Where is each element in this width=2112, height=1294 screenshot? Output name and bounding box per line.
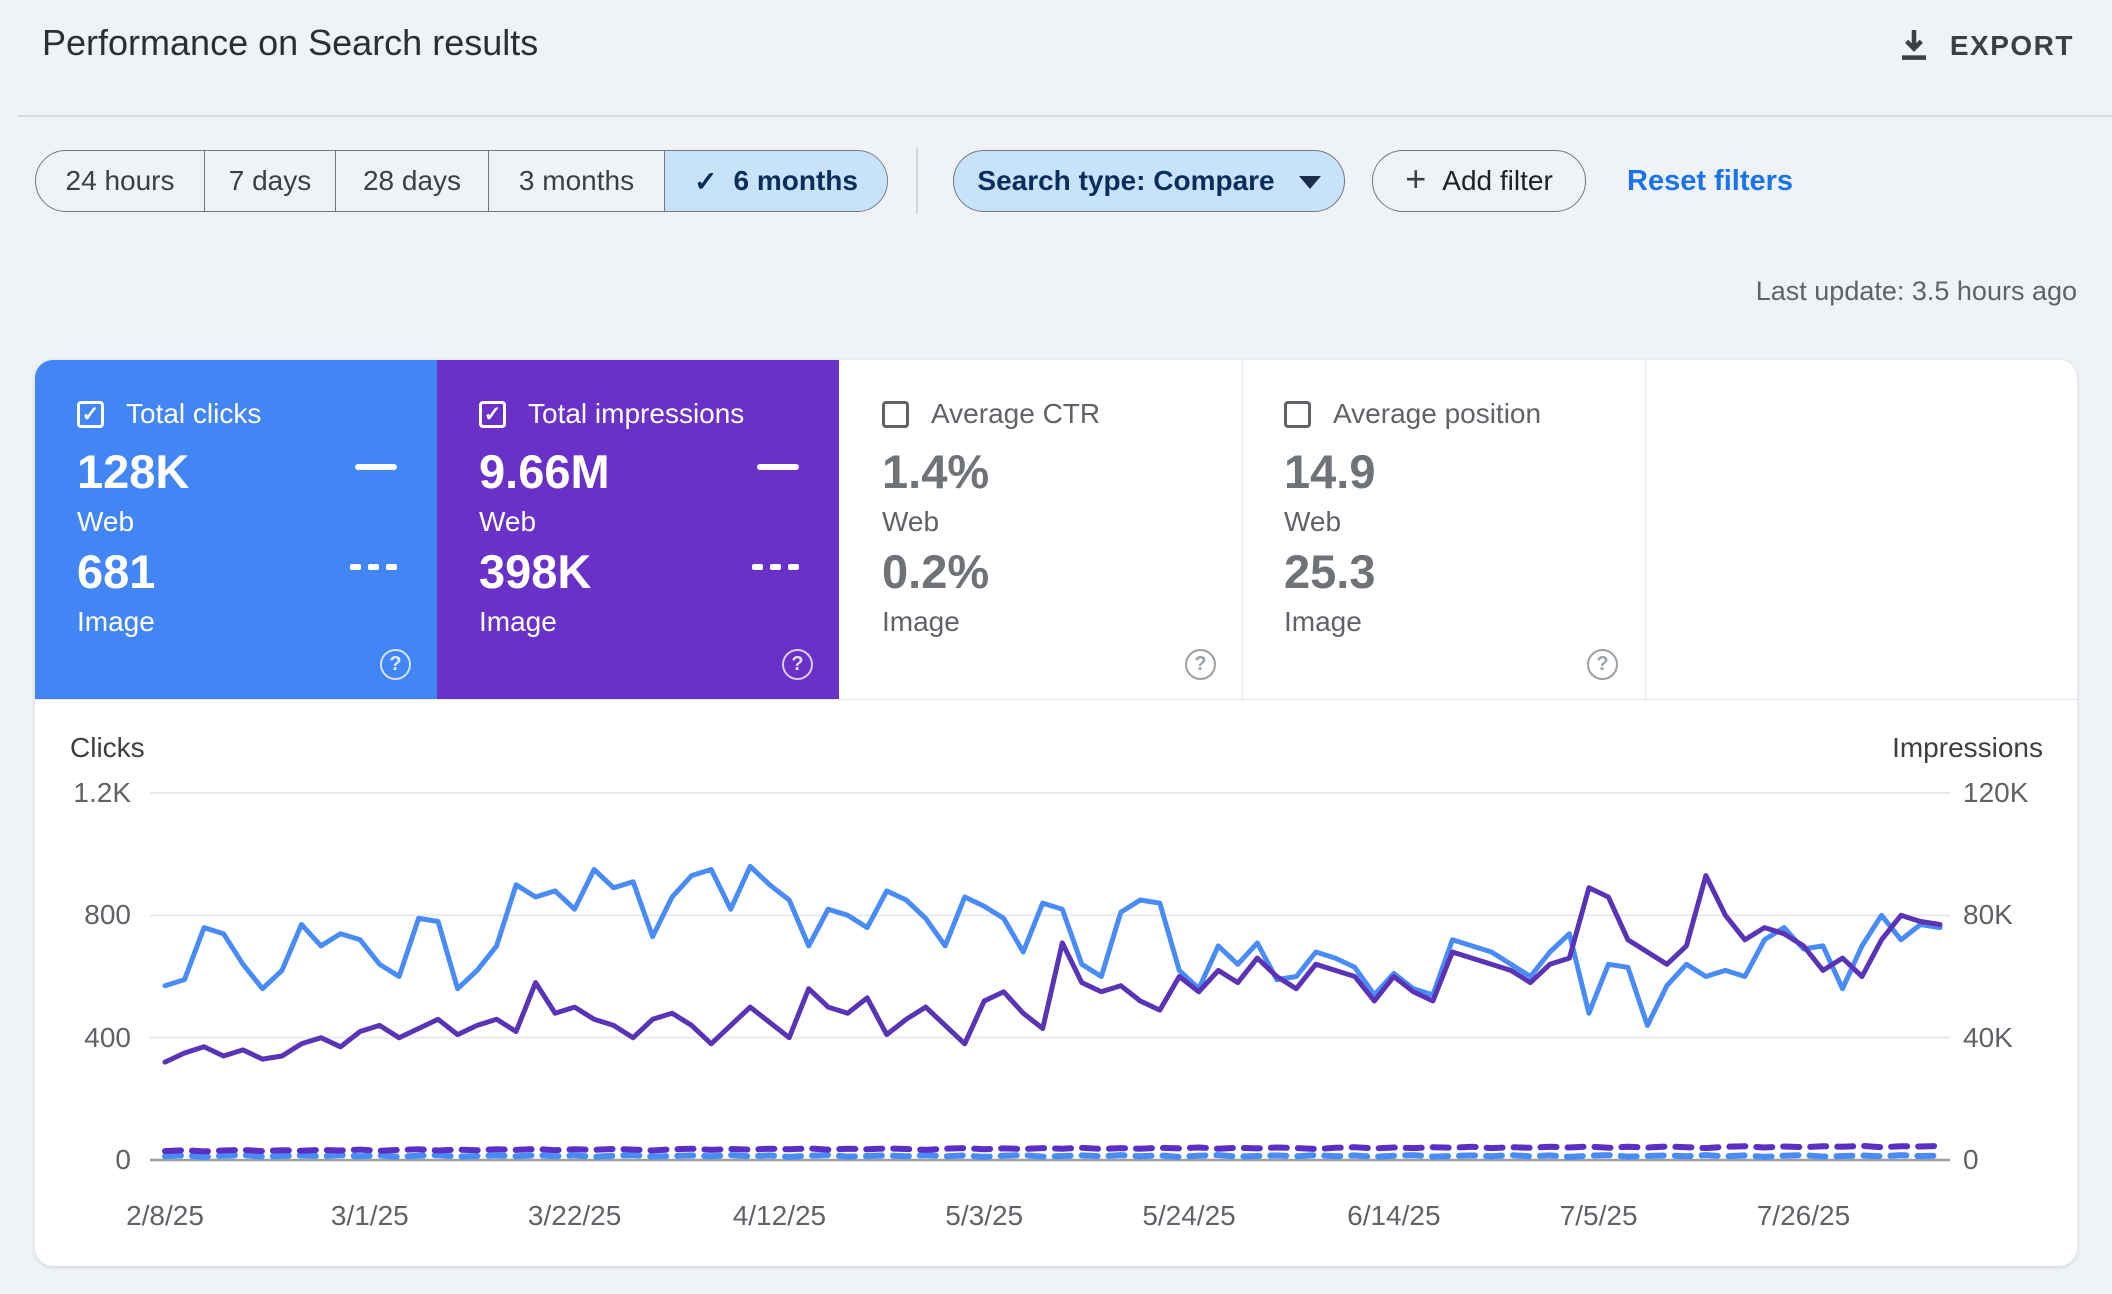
chip-24-hours[interactable]: 24 hours: [65, 165, 175, 196]
add-filter-button[interactable]: + Add filter: [1372, 150, 1586, 212]
metric-card-average-ctr[interactable]: Average CTR 1.4% Web 0.2% Image ?: [840, 360, 1242, 699]
chip-6-months[interactable]: ✓ 6 months: [664, 151, 887, 211]
series-web-impressions: [162, 873, 1943, 1065]
web-value: 1.4%: [882, 445, 990, 498]
header-divider: [18, 115, 2112, 117]
metric-label: Average position: [1333, 398, 1542, 429]
web-label: Web: [479, 506, 537, 537]
check-icon: ✓: [81, 402, 100, 426]
axis-tick-label: 6/14/25: [1347, 1200, 1441, 1231]
axis-tick-label: 3/22/25: [527, 1200, 622, 1231]
card-divider: [1645, 360, 1646, 699]
axis-tick-label: 4/12/25: [732, 1200, 827, 1231]
check-icon: ✓: [483, 402, 502, 426]
metric-label: Average CTR: [931, 398, 1101, 429]
image-line-legend-icon: [752, 564, 799, 570]
total-clicks-checkbox[interactable]: ✓: [77, 400, 104, 428]
add-filter-label: Add filter: [1442, 165, 1553, 196]
web-line-legend-icon: [757, 464, 799, 470]
web-label: Web: [882, 506, 940, 537]
help-icon[interactable]: ?: [1587, 649, 1618, 680]
axis-tick-label: 7/26/25: [1756, 1200, 1851, 1231]
page-title: Performance on Search results: [42, 22, 539, 63]
date-range-chip-group: 24 hours 7 days 28 days 3 months ✓ 6 mon…: [35, 150, 888, 212]
series-image-impressions: [162, 1142, 1943, 1155]
help-icon[interactable]: ?: [1185, 649, 1216, 680]
card-divider: [1242, 360, 1243, 699]
web-line-legend-icon: [355, 464, 397, 470]
series-web-clicks: [162, 863, 1943, 1028]
axis-tick-label: 0: [115, 1144, 131, 1175]
metric-card-row: ✓ Total clicks 128K Web 681 Image ? ✓ To…: [35, 360, 2077, 700]
axis-tick-label: 5/24/25: [1142, 1200, 1236, 1231]
total-impressions-checkbox[interactable]: ✓: [479, 400, 506, 428]
metric-card-total-impressions[interactable]: ✓ Total impressions 9.66M Web 398K Image…: [437, 360, 839, 699]
axis-tick-label: 5/3/25: [945, 1200, 1024, 1231]
help-icon[interactable]: ?: [782, 649, 813, 680]
metric-card-total-clicks[interactable]: ✓ Total clicks 128K Web 681 Image ?: [35, 360, 437, 699]
axis-tick-label: 3/1/25: [330, 1200, 409, 1231]
check-icon: ✓: [694, 165, 718, 197]
axis-tick-label: 120K: [1963, 777, 2029, 808]
axis-tick-label: 2/8/25: [126, 1200, 204, 1231]
image-label: Image: [882, 606, 960, 637]
metric-label: Total clicks: [126, 398, 262, 429]
image-label: Image: [77, 606, 155, 637]
performance-card: ✓ Total clicks 128K Web 681 Image ? ✓ To…: [35, 360, 2077, 1266]
image-value: 0.2%: [882, 545, 990, 598]
image-line-legend-icon: [350, 564, 397, 570]
filter-separator: [916, 148, 918, 214]
web-label: Web: [77, 506, 135, 537]
search-type-dropdown[interactable]: Search type: Compare: [953, 150, 1345, 212]
web-value: 9.66M: [479, 445, 610, 498]
web-value: 14.9: [1284, 445, 1376, 498]
axis-tick-label: 7/5/25: [1559, 1200, 1638, 1231]
chip-3-months[interactable]: 3 months: [488, 151, 664, 211]
metric-card-average-position[interactable]: Average position 14.9 Web 25.3 Image ?: [1242, 360, 1644, 699]
series-image-clicks: [162, 1152, 1943, 1160]
metric-label: Total impressions: [528, 398, 745, 429]
axis-tick-label: 0: [1963, 1144, 1979, 1175]
image-value: 25.3: [1284, 545, 1376, 598]
chip-28-days[interactable]: 28 days: [335, 151, 488, 211]
axis-tick-label: 800: [84, 899, 131, 931]
plus-icon: +: [1405, 158, 1427, 199]
right-axis-title: Impressions: [1892, 732, 2043, 763]
chevron-down-icon: [1298, 176, 1321, 189]
image-value: 398K: [479, 545, 592, 598]
average-position-checkbox[interactable]: [1284, 400, 1311, 428]
chip-6-months-label: 6 months: [733, 165, 858, 196]
last-update-text: Last update: 3.5 hours ago: [1755, 276, 2077, 306]
chip-7-days[interactable]: 7 days: [204, 151, 335, 211]
performance-line-chart[interactable]: [35, 360, 2077, 1266]
help-icon[interactable]: ?: [380, 649, 411, 680]
export-button[interactable]: EXPORT: [1886, 20, 2086, 72]
search-type-label: Search type: Compare: [977, 165, 1275, 196]
axis-tick-label: 400: [84, 1021, 131, 1053]
image-label: Image: [479, 606, 557, 637]
image-value: 681: [77, 545, 156, 598]
image-label: Image: [1284, 606, 1362, 637]
web-value: 128K: [77, 445, 190, 498]
left-axis-title: Clicks: [70, 732, 145, 763]
axis-tick-label: 40K: [1963, 1021, 2013, 1053]
reset-filters-link[interactable]: Reset filters: [1627, 164, 1794, 197]
download-icon: [1898, 28, 1930, 64]
axis-tick-label: 1.2K: [73, 777, 131, 808]
average-ctr-checkbox[interactable]: [882, 400, 909, 428]
axis-tick-label: 80K: [1963, 899, 2013, 931]
export-label: EXPORT: [1949, 30, 2074, 61]
web-label: Web: [1284, 506, 1342, 537]
